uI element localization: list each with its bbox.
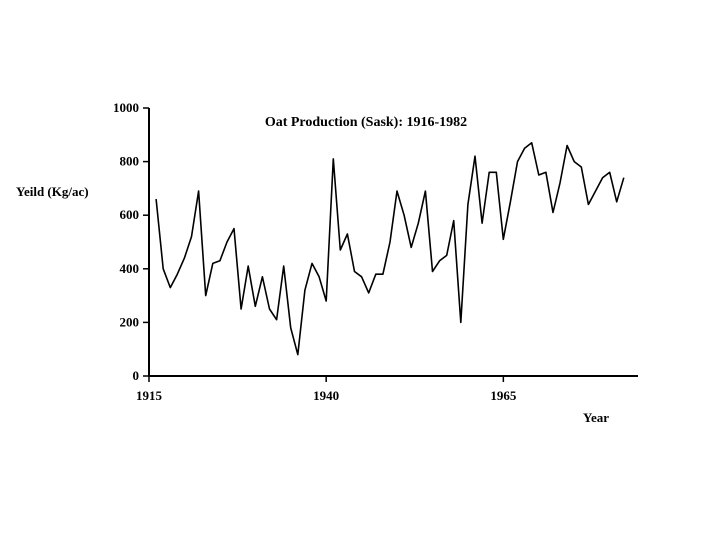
x-tick-label: 1965 [490, 388, 517, 403]
y-tick-label: 400 [120, 261, 140, 276]
y-axis-title: Yeild (Kg/ac) [16, 184, 89, 199]
series-group [155, 142, 625, 356]
series-line [155, 142, 625, 356]
y-tick-label: 1000 [113, 100, 139, 115]
chart-title: Oat Production (Sask): 1916-1982 [265, 115, 467, 130]
x-axis-title: Year [583, 410, 609, 425]
y-tick-label: 800 [120, 154, 140, 169]
y-tick-label: 200 [120, 314, 140, 329]
y-tick-label: 600 [120, 207, 140, 222]
y-tick-label: 0 [133, 368, 140, 383]
x-tick-label: 1915 [136, 388, 163, 403]
x-tick-label: 1940 [313, 388, 339, 403]
axis-ticks: 0 200 400 600 800 1000 1915 1940 1965 [113, 100, 517, 403]
